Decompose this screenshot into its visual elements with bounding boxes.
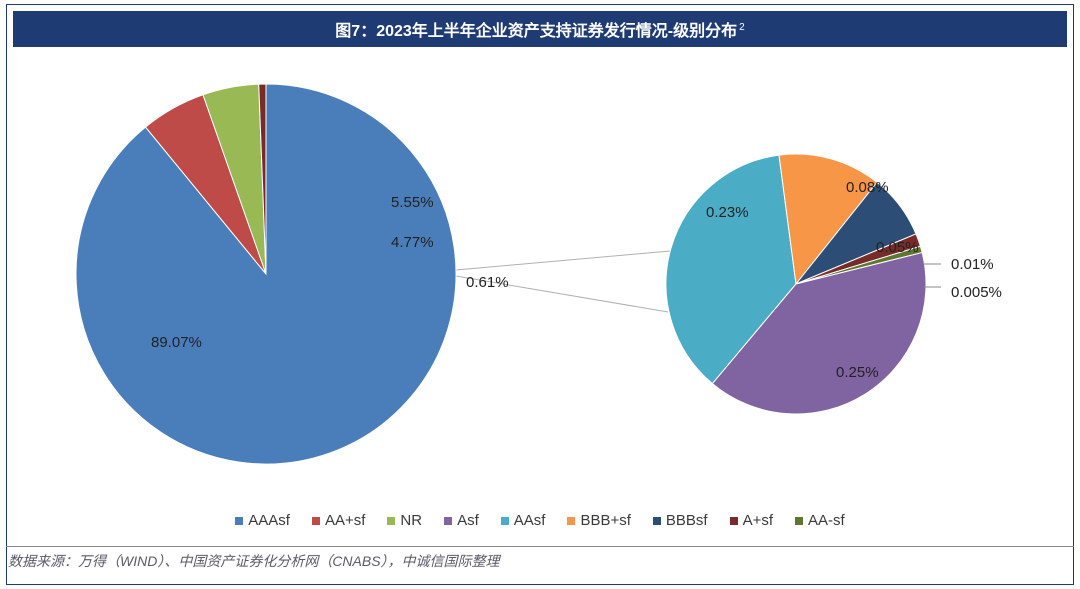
legend-item-BBBsf: BBBsf [653, 512, 708, 529]
legend-item-AA-sf: AA-sf [795, 512, 845, 529]
legend-swatch [653, 517, 661, 525]
slice-label-A+sf: 0.01% [951, 256, 994, 273]
connector-line [456, 251, 670, 270]
chart-title-text: 图7：2023年上半年企业资产支持证券发行情况-级别分布 [335, 23, 737, 40]
legend: AAAsf AA+sf NR Asf AAsf BBB+sf BBBsf A+sf AA-sf [0, 512, 1080, 529]
slice-label-other: 0.61% [466, 274, 509, 291]
chart-title: 图7：2023年上半年企业资产支持证券发行情况-级别分布2 [13, 11, 1067, 47]
legend-item-BBB+sf: BBB+sf [567, 512, 630, 529]
legend-label: AA-sf [808, 512, 845, 529]
source-divider [6, 546, 1074, 547]
legend-item-Asf: Asf [444, 512, 479, 529]
data-source: 数据来源：万得（WIND）、中国资产证券化分析网（CNABS），中诚信国际整理 [8, 551, 500, 571]
legend-item-AA+sf: AA+sf [312, 512, 365, 529]
pie-charts-svg [6, 44, 1074, 514]
legend-swatch [444, 517, 452, 525]
legend-label: AA+sf [325, 512, 365, 529]
slice-label-BBB+sf: 0.08% [846, 179, 889, 196]
legend-swatch [387, 517, 395, 525]
legend-label: AAsf [514, 512, 546, 529]
legend-label: NR [400, 512, 422, 529]
slice-label-AAsf: 0.23% [706, 204, 749, 221]
slice-label-AA-sf: 0.005% [951, 284, 1002, 301]
slice-label-BBBsf: 0.05% [876, 239, 919, 256]
legend-swatch [312, 517, 320, 525]
legend-swatch [567, 517, 575, 525]
legend-item-A+sf: A+sf [730, 512, 773, 529]
legend-label: AAAsf [248, 512, 290, 529]
chart-title-superscript: 2 [739, 22, 745, 33]
legend-item-AAAsf: AAAsf [235, 512, 290, 529]
slice-label-Asf: 0.25% [836, 364, 879, 381]
legend-swatch [795, 517, 803, 525]
legend-item-AAsf: AAsf [501, 512, 546, 529]
slice-label-NR: 4.77% [391, 234, 434, 251]
slice-label-AAAsf: 89.07% [151, 334, 202, 351]
legend-swatch [235, 517, 243, 525]
slice-label-AA+sf: 5.55% [391, 194, 434, 211]
legend-label: Asf [457, 512, 479, 529]
legend-swatch [730, 517, 738, 525]
legend-label: BBB+sf [580, 512, 630, 529]
chart-area: 89.07% 5.55% 4.77% 0.61% 0.23% 0.08% 0.05% 0.01… [6, 44, 1074, 529]
legend-label: A+sf [743, 512, 773, 529]
legend-item-NR: NR [387, 512, 422, 529]
legend-label: BBBsf [666, 512, 708, 529]
legend-swatch [501, 517, 509, 525]
